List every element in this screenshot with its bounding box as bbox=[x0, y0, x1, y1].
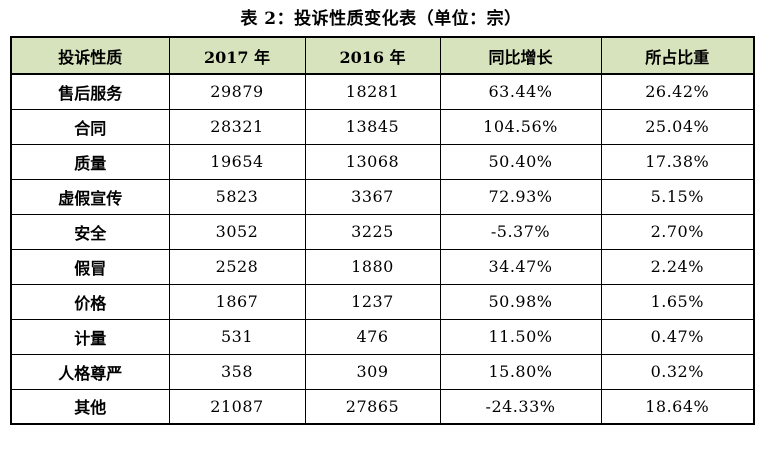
row-label: 合同 bbox=[10, 108, 170, 145]
row-label: 虚假宣传 bbox=[10, 178, 170, 215]
table-cell: 63.44% bbox=[439, 73, 602, 110]
table-cell: 531 bbox=[168, 318, 306, 355]
table-cell: 2528 bbox=[168, 248, 306, 285]
table-row: 价格 1867 1237 50.98% 1.65% bbox=[10, 283, 755, 320]
table-row: 质量 19654 13068 50.40% 17.38% bbox=[10, 143, 755, 180]
table-cell: 21087 bbox=[168, 388, 306, 425]
table-cell: 309 bbox=[304, 353, 441, 390]
column-header-share: 所占比重 bbox=[600, 36, 755, 75]
table-body: 售后服务 29879 18281 63.44% 26.42% 合同 28321 13845 10… bbox=[10, 73, 755, 425]
table-cell: 26.42% bbox=[600, 73, 755, 110]
table-cell: 13845 bbox=[304, 108, 441, 145]
table-cell: 50.98% bbox=[439, 283, 602, 320]
table-cell: 29879 bbox=[168, 73, 306, 110]
table-cell: 1237 bbox=[304, 283, 441, 320]
table-cell: 3052 bbox=[168, 213, 306, 250]
table-cell: -5.37% bbox=[439, 213, 602, 250]
table-row: 计量 531 476 11.50% 0.47% bbox=[10, 318, 755, 355]
column-header-2017: 2017 年 bbox=[168, 36, 306, 75]
table-cell: 3225 bbox=[304, 213, 441, 250]
table-cell: 1867 bbox=[168, 283, 306, 320]
table-row: 假冒 2528 1880 34.47% 2.24% bbox=[10, 248, 755, 285]
row-label: 人格尊严 bbox=[10, 353, 170, 390]
table-cell: 28321 bbox=[168, 108, 306, 145]
table-row: 其他 21087 27865 -24.33% 18.64% bbox=[10, 388, 755, 425]
table-cell: 104.56% bbox=[439, 108, 602, 145]
table-row: 售后服务 29879 18281 63.44% 26.42% bbox=[10, 73, 755, 110]
table-cell: 13068 bbox=[304, 143, 441, 180]
row-label: 安全 bbox=[10, 213, 170, 250]
table-cell: 34.47% bbox=[439, 248, 602, 285]
table-row: 合同 28321 13845 104.56% 25.04% bbox=[10, 108, 755, 145]
table-cell: 18281 bbox=[304, 73, 441, 110]
table-header: 投诉性质 2017 年 2016 年 同比增长 所占比重 bbox=[10, 36, 755, 75]
row-label: 质量 bbox=[10, 143, 170, 180]
header-row: 投诉性质 2017 年 2016 年 同比增长 所占比重 bbox=[10, 36, 755, 75]
table-cell: 27865 bbox=[304, 388, 441, 425]
row-label: 其他 bbox=[10, 388, 170, 425]
table-cell: 17.38% bbox=[600, 143, 755, 180]
table-cell: 15.80% bbox=[439, 353, 602, 390]
table-cell: 5.15% bbox=[600, 178, 755, 215]
table-row: 人格尊严 358 309 15.80% 0.32% bbox=[10, 353, 755, 390]
table-cell: 19654 bbox=[168, 143, 306, 180]
table-cell: 25.04% bbox=[600, 108, 755, 145]
row-label: 假冒 bbox=[10, 248, 170, 285]
table-cell: 72.93% bbox=[439, 178, 602, 215]
table-row: 虚假宣传 5823 3367 72.93% 5.15% bbox=[10, 178, 755, 215]
column-header-growth: 同比增长 bbox=[439, 36, 602, 75]
table-cell: 11.50% bbox=[439, 318, 602, 355]
table-cell: 0.32% bbox=[600, 353, 755, 390]
table-cell: 1880 bbox=[304, 248, 441, 285]
column-header-nature: 投诉性质 bbox=[10, 36, 170, 75]
table-title: 表 2：投诉性质变化表（单位：宗） bbox=[240, 9, 522, 29]
row-label: 售后服务 bbox=[10, 73, 170, 110]
row-label: 价格 bbox=[10, 283, 170, 320]
complaints-table: 投诉性质 2017 年 2016 年 同比增长 所占比重 售后服务 29879 18… bbox=[10, 36, 755, 425]
table-cell: 3367 bbox=[304, 178, 441, 215]
table-cell: 1.65% bbox=[600, 283, 755, 320]
column-header-2016: 2016 年 bbox=[304, 36, 441, 75]
table-row: 安全 3052 3225 -5.37% 2.70% bbox=[10, 213, 755, 250]
table-cell: 50.40% bbox=[439, 143, 602, 180]
table-cell: 358 bbox=[168, 353, 306, 390]
table-cell: 0.47% bbox=[600, 318, 755, 355]
table-cell: 476 bbox=[304, 318, 441, 355]
table-cell: 18.64% bbox=[600, 388, 755, 425]
table-cell: 2.24% bbox=[600, 248, 755, 285]
table-cell: 5823 bbox=[168, 178, 306, 215]
table-cell: 2.70% bbox=[600, 213, 755, 250]
row-label: 计量 bbox=[10, 318, 170, 355]
table-cell: -24.33% bbox=[439, 388, 602, 425]
